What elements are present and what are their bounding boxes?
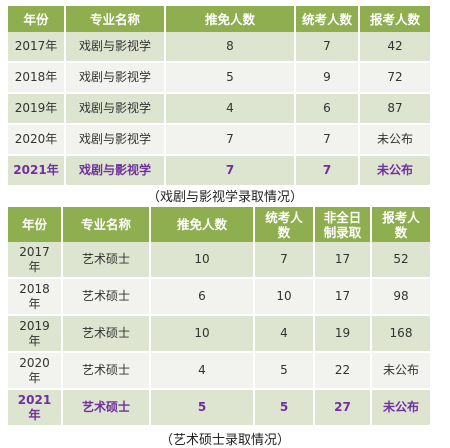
cell-major: 戏剧与影视学 (66, 156, 166, 187)
cell-exam: 6 (296, 94, 360, 125)
table-row: 2018 年 艺术硕士 6 10 17 98 (8, 279, 430, 316)
cell-major: 艺术硕士 (63, 353, 151, 390)
cell-recommended: 7 (166, 125, 296, 156)
header-applicants: 报考人 数 (372, 207, 430, 242)
table-caption-mfa: （艺术硕士录取情况） (159, 433, 290, 448)
cell-recommended: 5 (151, 390, 255, 427)
table-header-row: 年份 专业名称 推免人数 统考人数 报考人数 (8, 6, 430, 32)
cell-major: 艺术硕士 (63, 316, 151, 353)
table-row: 2019 年 艺术硕士 10 4 19 168 (8, 316, 430, 353)
cell-part-time: 17 (315, 242, 372, 279)
header-year: 年份 (8, 207, 63, 242)
cell-year: 2020 年 (8, 353, 63, 390)
cell-year: 2018 年 (8, 279, 63, 316)
cell-exam: 7 (296, 32, 360, 63)
drama-admission-table: 年份 专业名称 推免人数 统考人数 报考人数 2017年 戏剧与影视学 8 7 … (8, 6, 430, 187)
cell-exam: 7 (255, 242, 315, 279)
cell-applicants: 未公布 (372, 390, 430, 427)
table-row: 2019年 戏剧与影视学 4 6 87 (8, 94, 430, 125)
cell-applicants: 未公布 (372, 353, 430, 390)
cell-applicants: 52 (372, 242, 430, 279)
cell-applicants: 72 (360, 63, 430, 94)
cell-recommended: 6 (151, 279, 255, 316)
table-row: 2020 年 艺术硕士 4 5 22 未公布 (8, 353, 430, 390)
cell-year: 2021 年 (8, 390, 63, 427)
cell-recommended: 10 (151, 242, 255, 279)
cell-exam: 5 (255, 353, 315, 390)
header-major: 专业名称 (63, 207, 151, 242)
table-row: 2021 年 艺术硕士 5 5 27 未公布 (8, 390, 430, 427)
cell-part-time: 17 (315, 279, 372, 316)
header-exam: 统考人数 (296, 6, 360, 32)
table-caption-drama: （戏剧与影视学录取情况） (146, 190, 303, 205)
cell-major: 戏剧与影视学 (66, 32, 166, 63)
header-recommended: 推免人数 (166, 6, 296, 32)
cell-year: 2017 年 (8, 242, 63, 279)
cell-year: 2021年 (8, 156, 66, 187)
cell-exam: 5 (255, 390, 315, 427)
table-row: 2020年 戏剧与影视学 7 7 未公布 (8, 125, 430, 156)
cell-exam: 7 (296, 125, 360, 156)
cell-applicants: 未公布 (360, 156, 430, 187)
cell-part-time: 27 (315, 390, 372, 427)
cell-applicants: 87 (360, 94, 430, 125)
table-row: 2017 年 艺术硕士 10 7 17 52 (8, 242, 430, 279)
cell-recommended: 10 (151, 316, 255, 353)
table-row: 2021年 戏剧与影视学 7 7 未公布 (8, 156, 430, 187)
mfa-admission-table: 年份 专业名称 推免人数 统考人 数 非全日 制录取 报考人 数 2017 年 … (8, 207, 430, 427)
cell-major: 艺术硕士 (63, 390, 151, 427)
cell-year: 2018年 (8, 63, 66, 94)
cell-part-time: 19 (315, 316, 372, 353)
cell-part-time: 22 (315, 353, 372, 390)
cell-applicants: 未公布 (360, 125, 430, 156)
cell-recommended: 8 (166, 32, 296, 63)
cell-major: 艺术硕士 (63, 242, 151, 279)
header-exam: 统考人 数 (255, 207, 315, 242)
cell-exam: 7 (296, 156, 360, 187)
header-recommended: 推免人数 (151, 207, 255, 242)
table-row: 2017年 戏剧与影视学 8 7 42 (8, 32, 430, 63)
table-header-row: 年份 专业名称 推免人数 统考人 数 非全日 制录取 报考人 数 (8, 207, 430, 242)
table-row: 2018年 戏剧与影视学 5 9 72 (8, 63, 430, 94)
cell-exam: 4 (255, 316, 315, 353)
cell-recommended: 4 (166, 94, 296, 125)
cell-year: 2020年 (8, 125, 66, 156)
cell-year: 2017年 (8, 32, 66, 63)
cell-exam: 10 (255, 279, 315, 316)
cell-year: 2019 年 (8, 316, 63, 353)
cell-major: 戏剧与影视学 (66, 94, 166, 125)
header-part-time: 非全日 制录取 (315, 207, 372, 242)
header-major: 专业名称 (66, 6, 166, 32)
cell-recommended: 5 (166, 63, 296, 94)
cell-applicants: 98 (372, 279, 430, 316)
header-year: 年份 (8, 6, 66, 32)
cell-recommended: 7 (166, 156, 296, 187)
cell-major: 戏剧与影视学 (66, 63, 166, 94)
cell-applicants: 168 (372, 316, 430, 353)
cell-recommended: 4 (151, 353, 255, 390)
cell-year: 2019年 (8, 94, 66, 125)
cell-exam: 9 (296, 63, 360, 94)
header-applicants: 报考人数 (360, 6, 430, 32)
cell-major: 艺术硕士 (63, 279, 151, 316)
cell-applicants: 42 (360, 32, 430, 63)
cell-major: 戏剧与影视学 (66, 125, 166, 156)
